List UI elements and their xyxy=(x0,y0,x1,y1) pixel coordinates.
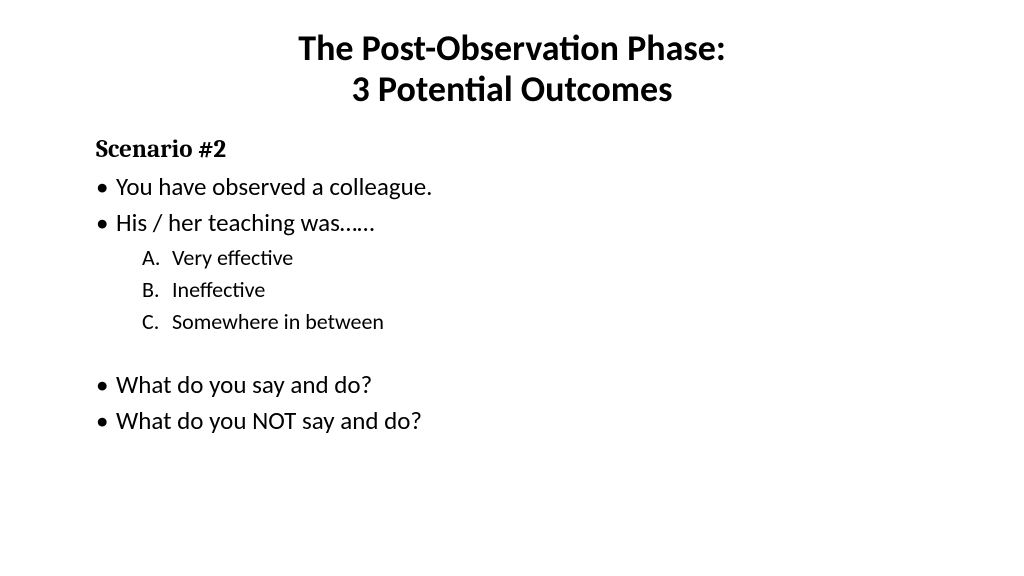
bullet-item: His / her teaching was…… A. Very effecti… xyxy=(96,206,964,337)
sub-text: Very effective xyxy=(172,244,293,271)
bullet-list: You have observed a colleague. His / her… xyxy=(96,170,964,337)
sub-list: A. Very effective B. Ineffective C. Some… xyxy=(142,243,964,336)
sub-item: A. Very effective xyxy=(142,243,964,273)
slide: The Post-Observation Phase: 3 Potential … xyxy=(0,0,1024,576)
sub-marker: C. xyxy=(142,307,166,337)
sub-text: Somewhere in between xyxy=(172,308,384,335)
bullet-text: You have observed a colleague. xyxy=(116,171,432,202)
bullet-item: What do you NOT say and do? xyxy=(96,404,964,438)
sub-text: Ineffective xyxy=(172,276,265,303)
title-line-1: The Post-Observation Phase: xyxy=(60,28,964,69)
bullet-text: What do you NOT say and do? xyxy=(116,405,422,436)
sub-item: C. Somewhere in between xyxy=(142,307,964,337)
scenario-subtitle: Scenario #2 xyxy=(96,135,964,164)
title-line-2: 3 Potential Outcomes xyxy=(60,69,964,110)
bullet-list-2: What do you say and do? What do you NOT … xyxy=(96,368,964,438)
sub-marker: B. xyxy=(142,275,166,305)
sub-marker: A. xyxy=(142,243,166,273)
bullet-item: You have observed a colleague. xyxy=(96,170,964,204)
bullet-text: What do you say and do? xyxy=(116,369,372,400)
slide-title: The Post-Observation Phase: 3 Potential … xyxy=(60,28,964,111)
spacer xyxy=(60,346,964,368)
bullet-item: What do you say and do? xyxy=(96,368,964,402)
bullet-text: His / her teaching was…… xyxy=(116,207,374,238)
sub-item: B. Ineffective xyxy=(142,275,964,305)
